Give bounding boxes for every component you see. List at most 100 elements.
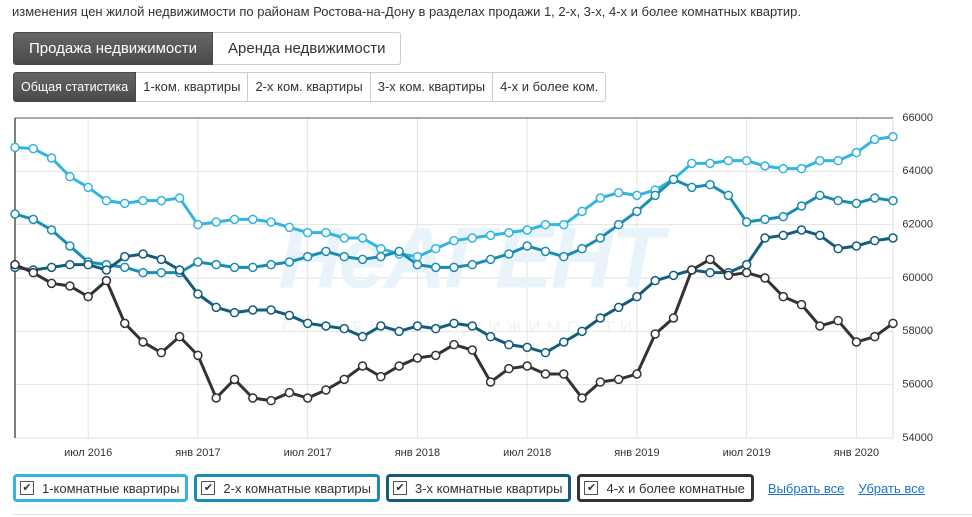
legend-label: 1-комнатные квартиры [42,480,180,496]
data-point [833,243,843,254]
data-point [851,337,862,347]
data-point [138,195,148,206]
legend-action[interactable]: Выбрать все [767,480,845,496]
legend: ✔ 1-комнатные квартиры ✔ 2-х комнатные квар… [13,474,931,502]
data-point [138,337,148,347]
legend-item[interactable]: ✔ 2-х комнатные квартиры [194,474,380,502]
data-point [248,393,258,403]
y-tick-label: 66000 [902,112,933,124]
data-point [339,233,349,243]
data-point [796,225,807,235]
data-point [888,195,898,206]
data-point [83,259,93,270]
data-point [248,262,258,273]
data-point [357,233,368,243]
data-point [120,262,130,273]
data-point [65,171,75,182]
data-point [65,281,75,291]
x-tick-label: июл 2019 [723,447,771,459]
data-point [138,267,148,278]
y-tick-label: 64000 [902,165,933,177]
data-point [10,259,20,270]
data-point [376,321,386,331]
data-point [815,190,825,201]
data-point [833,155,843,166]
tabs: Продажа недвижимости Аренда недвижимости [13,32,402,65]
checkbox[interactable]: ✔ [201,481,216,495]
data-point [412,259,423,270]
subtab[interactable]: 1-ком. квартиры [136,72,249,102]
legend-action[interactable]: Убрать все [858,480,925,496]
data-point [650,190,660,201]
data-point [83,291,93,302]
data-point [376,243,386,254]
data-point [760,273,770,283]
data-point [687,265,697,275]
data-point [833,315,843,326]
data-point [229,374,240,385]
data-point [522,342,532,353]
subtab[interactable]: 3-х ком. квартиры [370,72,494,102]
data-point [430,350,441,361]
data-point [302,227,313,238]
checkbox[interactable]: ✔ [584,481,599,495]
data-point [266,217,276,227]
data-point [211,217,221,227]
data-point [65,241,75,251]
data-point [723,155,734,166]
tab[interactable]: Аренда недвижимости [213,32,402,65]
data-point [430,323,441,334]
checkbox[interactable]: ✔ [20,481,34,495]
divider [13,514,972,515]
data-point [522,241,532,251]
data-point [485,254,496,265]
data-point [559,251,569,262]
data-point [321,321,331,331]
data-point [430,243,441,254]
data-point [778,230,788,241]
subtab[interactable]: Общая статистика [13,72,137,102]
data-point [595,193,606,203]
legend-label: 4-х и более комнатные [606,480,745,496]
subtabs: Общая статистика 1-ком. квартиры 2-х ком. … [13,72,607,102]
data-point [229,307,240,318]
data-point [302,393,313,403]
subtab[interactable]: 4-х и более ком. [493,72,607,102]
x-tick-label: янв 2018 [395,447,440,459]
data-point [540,246,551,257]
data-point [449,318,459,329]
data-point [760,233,770,243]
data-point [101,275,112,286]
legend-label: 2-х комнатные квартиры [223,480,371,496]
data-point [357,254,368,265]
data-point [741,267,752,278]
data-point [46,278,57,289]
data-point [120,198,130,209]
data-point [211,259,221,270]
data-point [339,251,349,262]
data-point [723,190,734,201]
data-point [595,313,606,323]
data-point [266,259,276,270]
data-point [394,246,404,257]
data-point [156,267,167,278]
data-point [522,361,532,371]
data-point [595,233,606,243]
data-point [449,235,459,246]
data-point [394,326,404,337]
data-point [467,259,478,270]
data-point [284,310,295,321]
legend-item[interactable]: ✔ 4-х и более комнатные [577,474,754,502]
data-point [46,262,57,273]
subtab[interactable]: 2-х ком. квартиры [248,72,371,102]
legend-item[interactable]: ✔ 1-комнатные квартиры [13,474,189,502]
data-point [10,142,20,153]
checkbox[interactable]: ✔ [392,481,407,495]
legend-item[interactable]: ✔ 3-х комнатные квартиры [385,474,572,502]
data-point [650,329,660,339]
data-point [83,182,93,193]
legend-label: 3-х комнатные квартиры [414,480,563,496]
tab[interactable]: Продажа недвижимости [13,32,213,65]
data-point [412,251,423,262]
